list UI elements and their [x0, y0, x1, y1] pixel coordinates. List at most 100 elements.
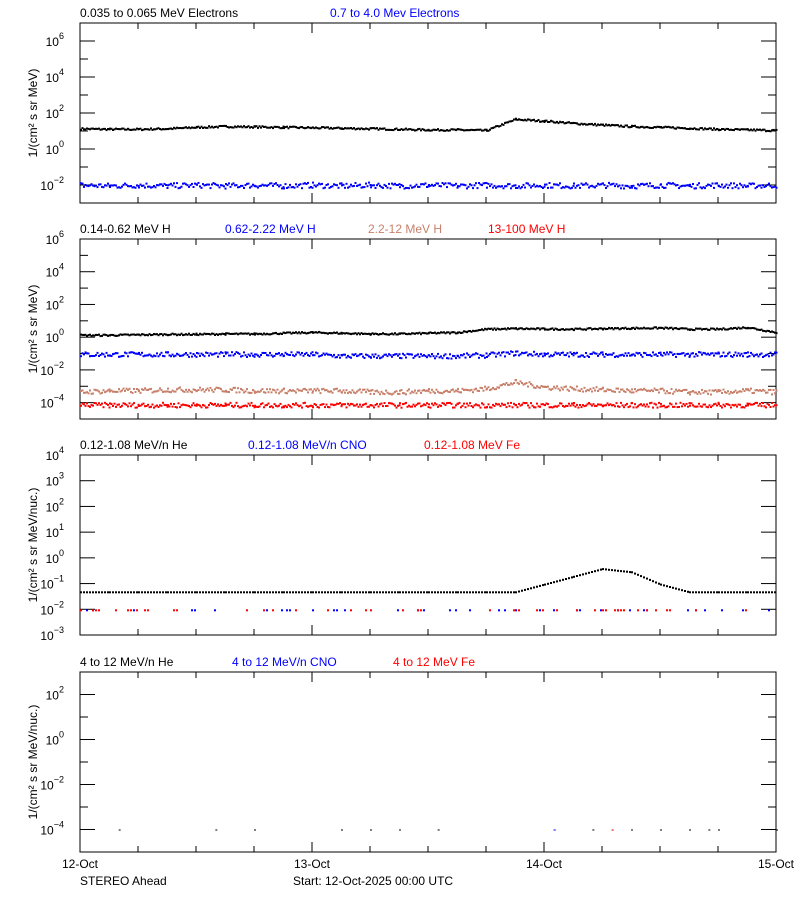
data-point — [612, 328, 615, 331]
data-point — [704, 187, 706, 190]
data-point — [637, 609, 639, 612]
data-point — [560, 386, 563, 389]
data-point — [225, 332, 227, 335]
data-point — [391, 355, 393, 358]
data-point — [748, 327, 751, 330]
data-point — [681, 405, 683, 408]
data-point — [544, 328, 546, 331]
data-point — [687, 128, 689, 130]
data-point — [374, 187, 377, 189]
data-point — [369, 392, 372, 395]
data-point — [205, 406, 207, 409]
data-point — [591, 404, 593, 407]
data-point — [489, 591, 491, 594]
data-point — [721, 355, 723, 357]
data-point — [359, 353, 361, 356]
data-point — [254, 829, 256, 831]
data-point — [605, 187, 607, 189]
data-point — [501, 327, 503, 330]
data-point — [340, 182, 343, 185]
data-point — [678, 588, 680, 591]
data-point — [484, 356, 486, 359]
data-point — [681, 127, 683, 129]
data-point — [763, 355, 766, 358]
data-point — [605, 390, 607, 393]
data-point — [417, 609, 419, 612]
data-point — [437, 591, 439, 594]
data-point — [466, 129, 468, 132]
data-point — [685, 184, 688, 187]
data-point — [156, 404, 158, 407]
data-point — [556, 385, 558, 388]
data-point — [284, 332, 287, 335]
data-point — [557, 404, 560, 407]
data-point — [560, 402, 563, 405]
data-point — [234, 332, 236, 335]
data-point — [80, 128, 82, 131]
data-point — [189, 184, 192, 187]
data-point — [188, 126, 190, 129]
data-point — [457, 591, 459, 594]
data-point — [380, 402, 383, 405]
data-point — [739, 390, 741, 393]
data-point — [675, 127, 677, 130]
data-point — [470, 184, 473, 187]
data-point — [412, 186, 415, 189]
data-point — [560, 187, 563, 190]
data-point — [351, 389, 354, 392]
data-point — [635, 326, 638, 329]
data-point — [330, 354, 332, 356]
data-point — [312, 354, 314, 357]
data-point — [124, 128, 126, 131]
data-point — [292, 186, 294, 188]
data-point — [246, 332, 248, 335]
data-point — [756, 389, 758, 391]
data-point — [95, 591, 97, 594]
data-point — [533, 406, 535, 409]
data-point — [142, 128, 145, 131]
data-point — [350, 391, 352, 394]
data-point — [418, 355, 421, 358]
data-point — [472, 406, 474, 409]
data-point — [157, 355, 160, 358]
data-point — [276, 125, 279, 128]
data-point — [571, 327, 573, 330]
data-point — [689, 829, 691, 831]
data-point — [647, 354, 650, 357]
data-point — [580, 182, 583, 185]
data-point — [463, 402, 465, 405]
data-point — [652, 580, 654, 583]
y-tick-label: 100 — [46, 327, 64, 345]
data-point — [244, 390, 247, 393]
data-point — [168, 333, 171, 336]
data-point — [226, 390, 229, 393]
data-point — [362, 388, 364, 391]
data-point — [212, 126, 215, 129]
data-point — [450, 331, 453, 334]
data-point — [644, 327, 647, 330]
data-point — [225, 389, 227, 392]
data-point — [255, 353, 258, 356]
data-point — [266, 126, 268, 129]
data-point — [298, 405, 300, 408]
data-point — [333, 127, 335, 130]
data-point — [186, 127, 189, 130]
data-point — [586, 123, 589, 126]
data-point — [397, 404, 399, 407]
data-point — [678, 353, 680, 356]
data-point — [666, 390, 668, 393]
data-point — [89, 389, 91, 392]
data-point — [183, 182, 186, 185]
data-point — [518, 590, 520, 593]
data-point — [605, 568, 607, 571]
data-point — [479, 386, 482, 389]
data-point — [533, 327, 535, 330]
data-point — [458, 185, 461, 188]
data-point — [719, 327, 722, 330]
data-point — [566, 121, 569, 124]
data-point — [98, 402, 100, 405]
data-point — [353, 404, 355, 407]
data-point — [751, 182, 754, 185]
data-point — [380, 356, 383, 359]
data-point — [588, 356, 590, 358]
